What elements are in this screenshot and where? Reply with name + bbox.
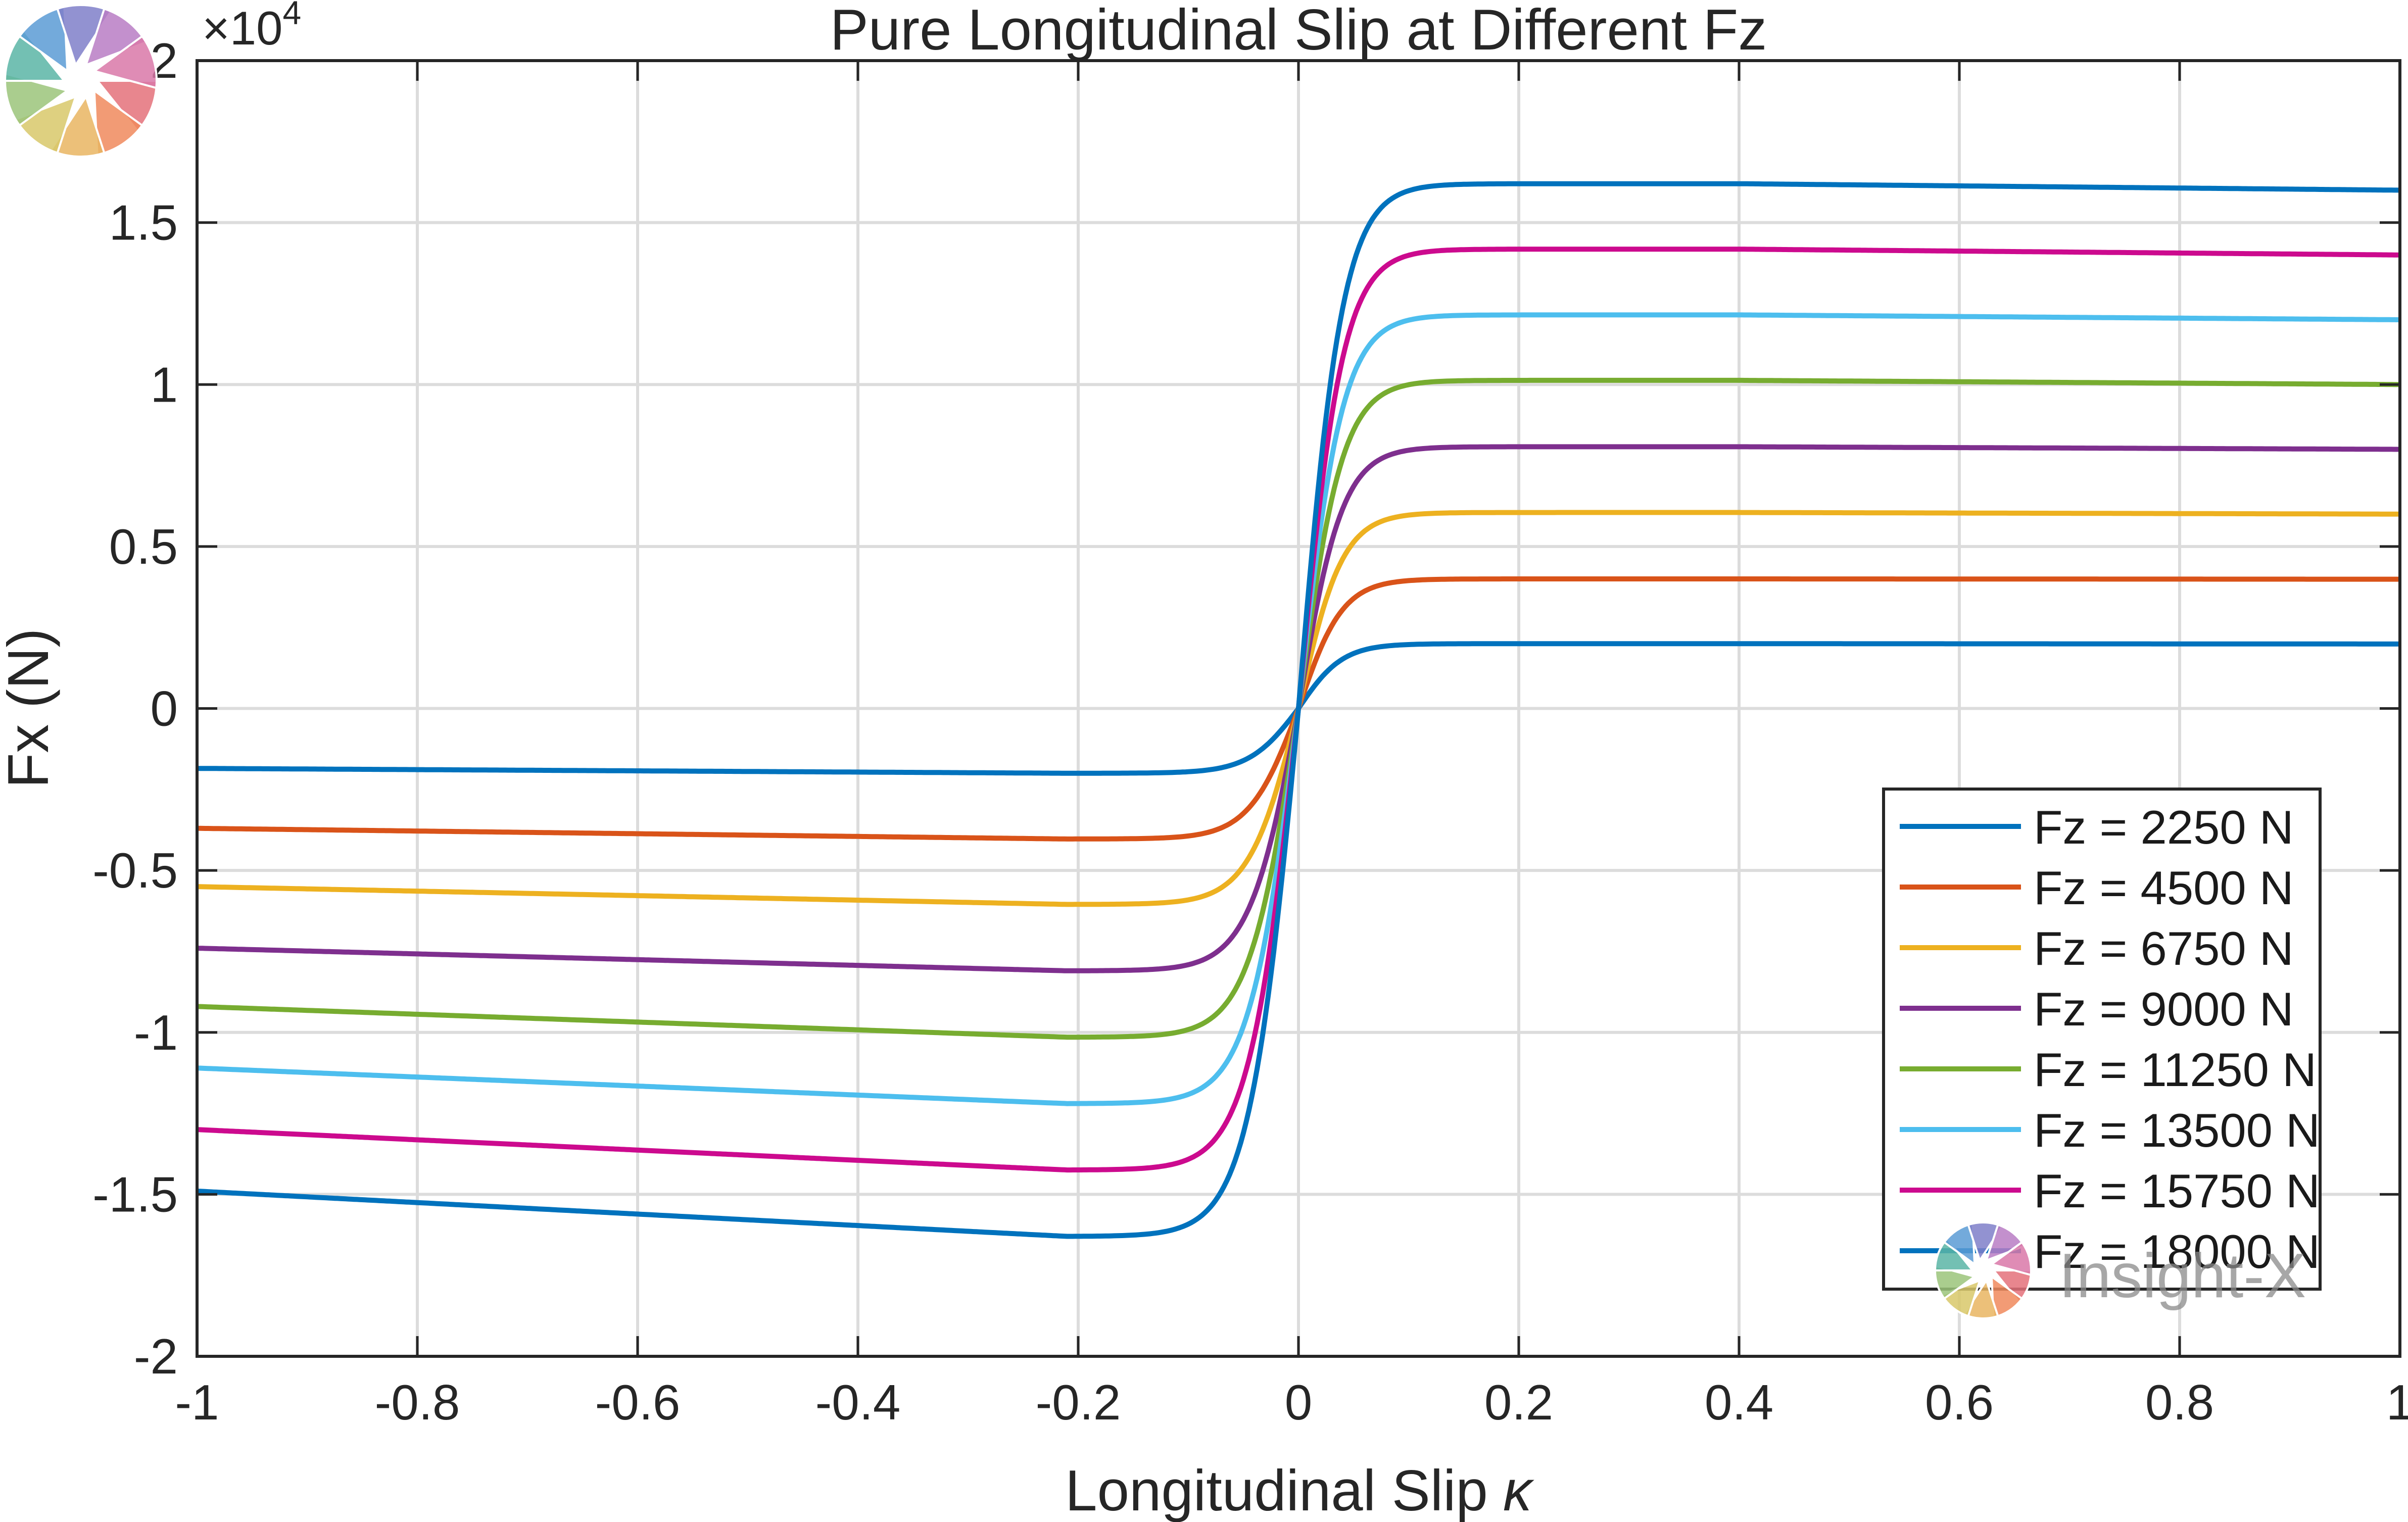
y-tick-label: -2 <box>134 1329 178 1384</box>
legend-label-5: Fz = 11250 N <box>2034 1043 2317 1096</box>
x-tick-label: -0.6 <box>595 1374 681 1430</box>
x-axis-label: Longitudinal Slip κ <box>1065 1459 1534 1522</box>
chart-title: Pure Longitudinal Slip at Different Fz <box>830 0 1767 62</box>
legend-label-1: Fz = 2250 N <box>2034 801 2294 854</box>
series-layer <box>197 181 2400 1239</box>
y-tick-label: -0.5 <box>92 843 178 898</box>
legend-label-6: Fz = 13500 N <box>2034 1104 2320 1157</box>
legend-label-2: Fz = 4500 N <box>2034 861 2294 914</box>
x-tick-label: 0.6 <box>1925 1374 1994 1430</box>
legend-box <box>1882 788 2322 1291</box>
x-tick-label: 1 <box>2386 1374 2408 1430</box>
ticks <box>196 59 2401 1358</box>
series-line-8 <box>197 181 2400 1239</box>
watermark-text: Insight-X <box>2059 1241 2306 1311</box>
watermark-logo-icon <box>1934 1221 2033 1320</box>
y-axis-label: Fx (N) <box>0 628 61 789</box>
legend-items: Fz = 2250 N Fz = 4500 N Fz = 6750 N Fz = 90… <box>1900 801 2320 1278</box>
x-tick-label: -1 <box>175 1374 219 1430</box>
logo-center <box>66 66 96 96</box>
logo-petal <box>92 35 158 89</box>
y-tick-label: 1.5 <box>109 195 178 251</box>
legend-label-4: Fz = 9000 N <box>2034 983 2294 1036</box>
y-tick-label: -1.5 <box>92 1166 178 1222</box>
y-multiplier-exponent: 4 <box>282 0 301 31</box>
legend-label-3: Fz = 6750 N <box>2034 922 2294 975</box>
logo-petal <box>1989 1241 2033 1276</box>
y-tick-label: -1 <box>134 1005 178 1060</box>
tick-labels: -1 -0.8 -0.6 -0.4 -0.2 0 0.2 0.4 0.6 0.8 1 -2 -1.5 -1… <box>92 33 2408 1430</box>
y-tick-label: 0 <box>150 681 178 737</box>
legend-label-7: Fz = 15750 N <box>2034 1164 2320 1217</box>
x-tick-label: -0.2 <box>1036 1374 1121 1430</box>
logo-center <box>1973 1261 1993 1280</box>
x-tick-label: 0.2 <box>1484 1374 1553 1430</box>
y-tick-label: 1 <box>150 357 178 412</box>
legend-label-8: Fz = 18000 N <box>2034 1225 2320 1278</box>
y-tick-label: 0.5 <box>109 519 178 574</box>
legend: Fz = 2250 N Fz = 4500 N Fz = 6750 N Fz = 90… <box>1882 788 2322 1291</box>
x-axis-label-text: Longitudinal Slip <box>1065 1459 1488 1522</box>
x-tick-label: 0 <box>1285 1374 1313 1430</box>
insight-x-logo-icon <box>4 4 158 158</box>
y-multiplier-base: ×10 <box>202 2 282 55</box>
x-tick-label: -0.8 <box>375 1374 460 1430</box>
x-tick-label: 0.8 <box>2145 1374 2214 1430</box>
y-multiplier: ×104 <box>202 0 301 55</box>
x-tick-label: -0.4 <box>815 1374 901 1430</box>
x-axis-symbol: κ <box>1503 1459 1534 1522</box>
x-tick-label: 0.4 <box>1705 1374 1773 1430</box>
